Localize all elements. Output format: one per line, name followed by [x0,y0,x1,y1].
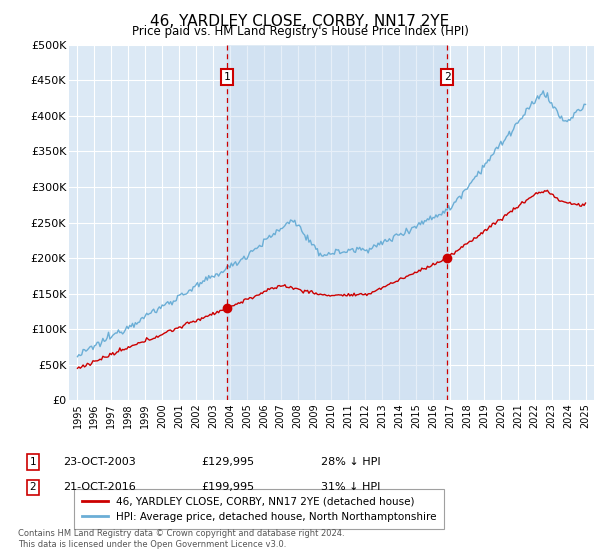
Text: £199,995: £199,995 [201,482,254,492]
Text: £129,995: £129,995 [201,457,254,467]
Text: 2: 2 [444,72,451,82]
Text: 28% ↓ HPI: 28% ↓ HPI [321,457,380,467]
Text: 46, YARDLEY CLOSE, CORBY, NN17 2YE: 46, YARDLEY CLOSE, CORBY, NN17 2YE [151,14,449,29]
Text: 21-OCT-2016: 21-OCT-2016 [63,482,136,492]
Text: 31% ↓ HPI: 31% ↓ HPI [321,482,380,492]
Text: Contains HM Land Registry data © Crown copyright and database right 2024.
This d: Contains HM Land Registry data © Crown c… [18,529,344,549]
Text: 1: 1 [224,72,230,82]
Bar [227,45,447,400]
Text: 2: 2 [29,482,37,492]
Text: 23-OCT-2003: 23-OCT-2003 [63,457,136,467]
Legend: 46, YARDLEY CLOSE, CORBY, NN17 2YE (detached house), HPI: Average price, detache: 46, YARDLEY CLOSE, CORBY, NN17 2YE (deta… [74,489,443,529]
Text: 1: 1 [29,457,37,467]
Text: Price paid vs. HM Land Registry's House Price Index (HPI): Price paid vs. HM Land Registry's House … [131,25,469,38]
